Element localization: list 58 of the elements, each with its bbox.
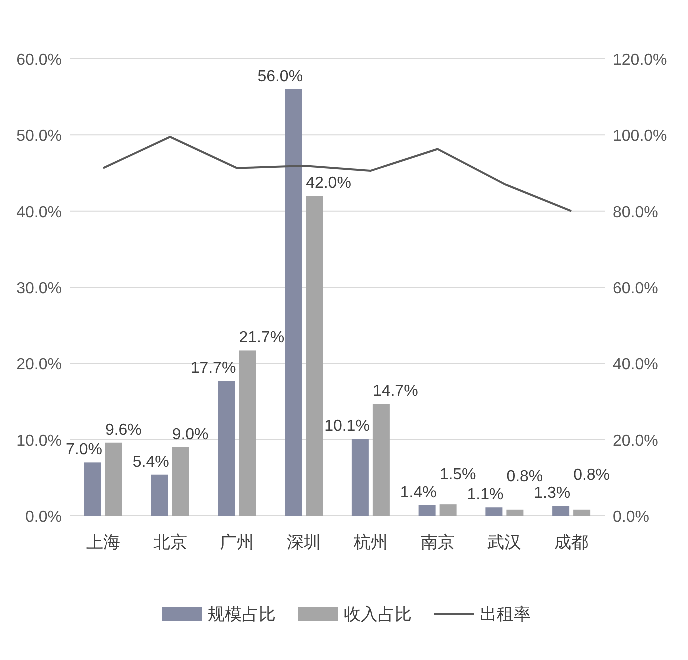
x-tick-label: 广州 bbox=[220, 533, 254, 552]
bar bbox=[84, 462, 102, 516]
legend-label: 收入占比 bbox=[344, 605, 412, 624]
bar bbox=[486, 508, 503, 516]
bar bbox=[372, 404, 390, 516]
y2-tick-label: 120.0% bbox=[613, 52, 668, 69]
data-label: 9.0% bbox=[172, 426, 209, 444]
bar bbox=[285, 89, 302, 516]
bar bbox=[151, 474, 168, 516]
y2-tick-label: 20.0% bbox=[613, 432, 658, 450]
legend-label: 出租率 bbox=[480, 605, 531, 624]
bar bbox=[172, 447, 190, 516]
x-tick-label: 深圳 bbox=[287, 533, 322, 552]
data-label: 14.7% bbox=[372, 383, 418, 400]
data-label: 1.3% bbox=[534, 485, 571, 502]
bar bbox=[105, 442, 122, 516]
data-label: 0.8% bbox=[506, 468, 544, 486]
x-tick-label: 杭州 bbox=[352, 533, 388, 552]
bar bbox=[306, 196, 324, 516]
line-series bbox=[102, 136, 573, 212]
y2-tick-label: 80.0% bbox=[613, 204, 658, 222]
data-label: 17.7% bbox=[190, 360, 236, 378]
data-label: 21.7% bbox=[239, 330, 285, 347]
x-tick-label: 上海 bbox=[86, 533, 120, 552]
bar bbox=[440, 504, 457, 516]
bar bbox=[552, 506, 570, 516]
data-label: 10.1% bbox=[324, 418, 370, 436]
x-tick-label: 武汉 bbox=[488, 533, 522, 552]
y-tick-label: 50.0% bbox=[16, 128, 62, 146]
data-label: 1.1% bbox=[467, 486, 504, 504]
bar bbox=[418, 505, 436, 516]
y2-tick-label: 40.0% bbox=[613, 356, 658, 374]
y-tick-label: 0.0% bbox=[26, 509, 62, 526]
y-tick-label: 10.0% bbox=[16, 432, 62, 450]
bar bbox=[239, 350, 256, 516]
x-tick-label: 北京 bbox=[153, 533, 188, 552]
bar bbox=[352, 439, 369, 516]
y2-tick-label: 100.0% bbox=[613, 128, 668, 146]
data-label: 5.4% bbox=[132, 454, 170, 471]
legend-label: 规模占比 bbox=[208, 605, 276, 624]
y-tick-label: 30.0% bbox=[16, 280, 62, 298]
y2-tick-label: 0.0% bbox=[613, 509, 650, 526]
y-tick-label: 40.0% bbox=[16, 204, 62, 222]
y-tick-label: 20.0% bbox=[16, 356, 62, 374]
data-label: 7.0% bbox=[66, 442, 102, 459]
bar bbox=[218, 381, 236, 516]
y-tick-label: 60.0% bbox=[16, 52, 62, 69]
bar bbox=[574, 510, 591, 516]
data-label: 9.6% bbox=[105, 422, 142, 439]
data-label: 1.4% bbox=[400, 484, 437, 502]
data-label: 0.8% bbox=[574, 467, 610, 484]
x-tick-label: 成都 bbox=[554, 533, 589, 552]
data-label: 42.0% bbox=[306, 175, 352, 192]
x-tick-label: 南京 bbox=[420, 533, 455, 552]
data-label: 1.5% bbox=[440, 466, 476, 484]
y2-tick-label: 60.0% bbox=[613, 280, 658, 298]
data-label: 56.0% bbox=[258, 68, 304, 86]
bar bbox=[506, 510, 524, 516]
